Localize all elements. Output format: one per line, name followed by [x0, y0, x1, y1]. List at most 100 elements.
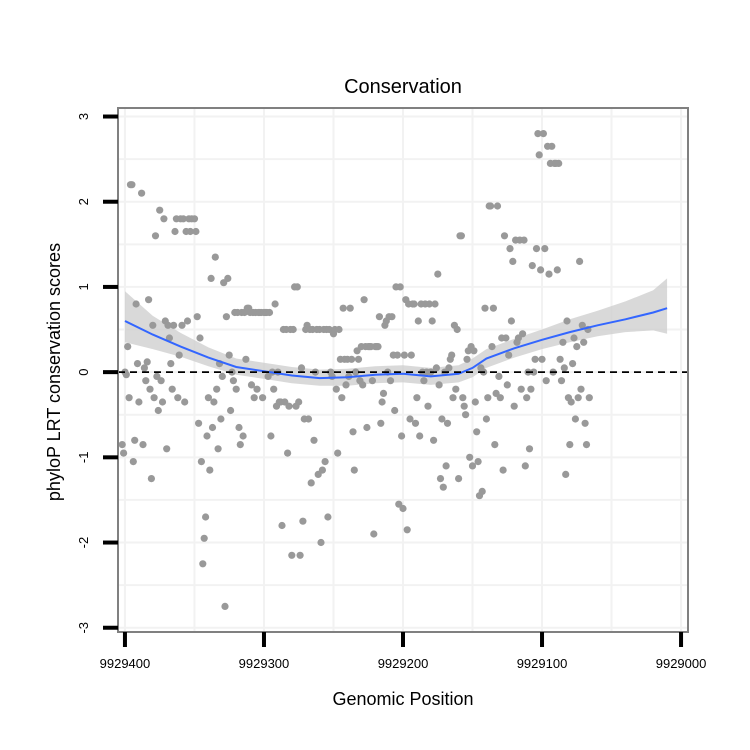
data-point — [150, 394, 158, 402]
data-point — [124, 343, 132, 351]
data-point — [374, 343, 382, 351]
data-point — [525, 445, 534, 453]
data-point — [157, 377, 165, 385]
data-point — [570, 334, 578, 342]
data-point — [145, 296, 153, 304]
data-point — [289, 325, 297, 334]
chart-title: Conservation — [344, 76, 462, 98]
y-tick-label: 2 — [76, 198, 91, 205]
x-tick-label: 9929400 — [100, 656, 151, 671]
data-point — [224, 274, 232, 282]
data-point — [225, 351, 233, 359]
data-point — [468, 462, 477, 470]
data-point — [502, 334, 510, 342]
data-point — [138, 189, 146, 197]
data-point — [527, 385, 535, 393]
data-point — [563, 317, 571, 325]
data-point — [135, 398, 143, 406]
data-point — [482, 415, 490, 423]
data-point — [573, 343, 581, 351]
data-point — [131, 436, 139, 444]
x-tick-label: 9929100 — [517, 656, 568, 671]
data-point — [335, 325, 343, 334]
data-point — [434, 270, 442, 278]
data-point — [481, 304, 489, 312]
data-point — [208, 423, 217, 432]
x-tick-label: 9929300 — [239, 656, 290, 671]
data-point — [410, 300, 418, 308]
data-point — [463, 355, 471, 363]
data-point — [555, 159, 563, 167]
data-point — [462, 411, 470, 419]
data-point — [352, 368, 360, 376]
data-point — [379, 389, 388, 397]
data-point — [532, 245, 541, 253]
data-point — [556, 355, 564, 363]
data-point — [442, 462, 450, 470]
data-point — [507, 317, 515, 325]
data-point — [296, 551, 304, 559]
data-point — [247, 381, 256, 389]
data-point — [271, 300, 279, 308]
data-point — [164, 321, 172, 329]
data-point — [411, 419, 420, 427]
data-point — [500, 232, 509, 240]
data-point — [202, 513, 210, 521]
data-point — [559, 338, 567, 346]
data-point — [142, 377, 150, 385]
data-point — [452, 385, 460, 393]
data-point — [178, 321, 186, 329]
data-point — [295, 398, 303, 406]
confidence-ribbon-layer — [125, 278, 668, 386]
data-point — [388, 313, 396, 321]
data-point — [307, 479, 315, 487]
data-point — [299, 517, 307, 525]
data-point — [129, 458, 137, 466]
y-tick-label: 0 — [76, 369, 91, 376]
data-point — [495, 372, 503, 380]
data-point — [499, 466, 507, 474]
data-point — [239, 432, 247, 440]
x-tick-label: 9929000 — [656, 656, 707, 671]
data-point — [574, 394, 582, 402]
x-axis-label: Genomic Position — [332, 689, 473, 709]
data-point — [425, 300, 433, 308]
data-point — [557, 377, 566, 385]
data-point — [170, 321, 178, 329]
data-point — [370, 530, 378, 538]
data-point — [190, 215, 199, 223]
data-point — [232, 385, 240, 393]
data-point — [156, 206, 164, 214]
data-point — [471, 398, 479, 406]
data-point — [453, 325, 461, 334]
data-point — [493, 202, 502, 210]
data-point — [432, 364, 440, 372]
data-point — [211, 253, 219, 261]
data-point — [267, 432, 275, 440]
data-point — [186, 227, 194, 236]
data-point — [420, 377, 428, 385]
data-point — [449, 394, 457, 402]
data-point — [520, 236, 528, 244]
data-point — [293, 283, 301, 291]
data-point — [517, 385, 525, 393]
data-point — [542, 377, 550, 385]
data-point — [474, 458, 482, 466]
data-point — [577, 385, 585, 393]
data-point — [571, 415, 580, 423]
data-point — [253, 385, 261, 393]
data-point — [539, 130, 548, 138]
data-point — [538, 355, 546, 363]
data-point — [460, 402, 468, 410]
data-point — [569, 360, 577, 368]
data-point — [324, 513, 332, 521]
data-point — [270, 385, 278, 393]
data-point — [424, 402, 432, 410]
data-point — [346, 304, 354, 312]
data-point — [505, 351, 513, 359]
data-point — [489, 304, 497, 312]
data-point — [386, 377, 395, 385]
data-point — [503, 381, 511, 389]
data-point — [521, 462, 529, 470]
data-point — [528, 262, 536, 270]
